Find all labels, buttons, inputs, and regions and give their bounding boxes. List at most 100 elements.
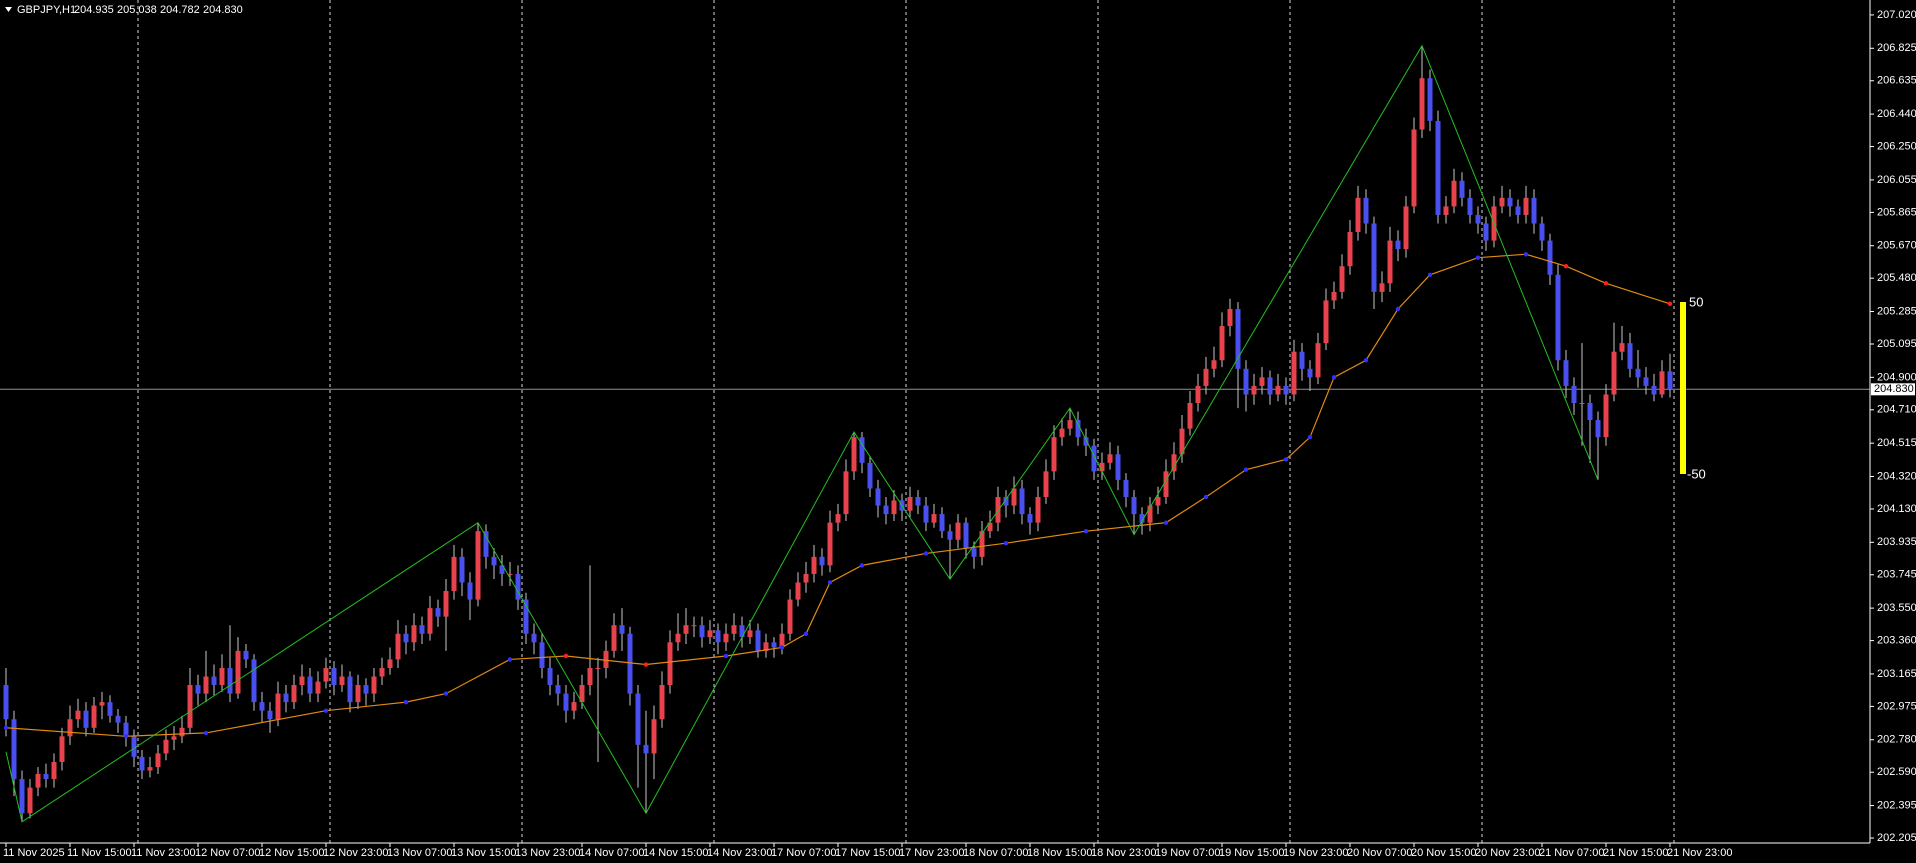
candle-body	[131, 736, 137, 757]
candle-body	[1243, 368, 1249, 395]
candle-body	[891, 500, 897, 515]
ma-dot	[1563, 264, 1569, 269]
candle-body	[1595, 420, 1601, 438]
y-tick-label: 207.020	[1877, 9, 1916, 21]
y-tick-label: 204.515	[1877, 437, 1916, 449]
candle-body	[467, 582, 473, 600]
x-tick-label: 12 Nov 23:00	[323, 847, 388, 859]
y-tick-label: 204.130	[1877, 503, 1916, 515]
ma-dot	[859, 563, 865, 568]
candle-body	[675, 633, 681, 643]
ma-dot	[443, 691, 449, 696]
candle-body	[1347, 232, 1353, 267]
candle-body	[243, 650, 249, 660]
candle-body	[483, 531, 489, 557]
candle-body	[1387, 240, 1393, 284]
candle-body	[979, 531, 985, 557]
candle-body	[539, 642, 545, 668]
candle-body	[531, 633, 537, 643]
candle-body	[475, 531, 481, 600]
candle-body	[611, 625, 617, 651]
candle-body	[347, 676, 353, 703]
candle-body	[1123, 479, 1129, 498]
candle-body	[1651, 385, 1657, 395]
gauge-bar	[1680, 302, 1686, 474]
candle-body	[427, 608, 433, 634]
candle-body	[1603, 394, 1609, 438]
y-tick-label: 205.670	[1877, 240, 1916, 252]
candle-body	[11, 719, 17, 780]
x-tick-label: 21 Nov 15:00	[1603, 847, 1668, 859]
ma-dot	[1331, 375, 1337, 380]
candle-body	[635, 693, 641, 745]
candle-body	[931, 514, 937, 523]
candle-body	[179, 727, 185, 737]
gauge-top-label: 50	[1689, 294, 1703, 309]
x-tick-label: 19 Nov 15:00	[1219, 847, 1284, 859]
candle-body	[1019, 488, 1025, 515]
x-tick-label: 12 Nov 15:00	[259, 847, 324, 859]
candle-body	[59, 736, 65, 762]
candle-body	[651, 719, 657, 754]
candle-body	[1451, 180, 1457, 207]
candle-body	[411, 625, 417, 643]
y-tick-label: 202.395	[1877, 799, 1916, 811]
candle-body	[235, 650, 241, 694]
candle-body	[323, 667, 329, 682]
candle-body	[1267, 377, 1273, 395]
candle-body	[115, 715, 121, 723]
candle-body	[875, 488, 881, 506]
ma-dot	[403, 699, 409, 705]
y-tick-label: 205.480	[1877, 272, 1916, 284]
candle-body	[603, 650, 609, 668]
y-tick-label: 202.590	[1877, 766, 1916, 778]
candle-body	[27, 787, 33, 814]
candle-body	[659, 685, 665, 720]
y-tick-label: 205.865	[1877, 206, 1916, 218]
y-tick-label: 204.710	[1877, 404, 1916, 416]
candle-body	[451, 556, 457, 592]
y-tick-label: 205.095	[1877, 338, 1916, 350]
menu-arrow[interactable]	[5, 7, 12, 12]
candle-body	[803, 573, 809, 583]
candle-body	[1059, 428, 1065, 438]
candle-body	[1107, 454, 1113, 463]
candle-body	[35, 773, 41, 788]
candle-body	[459, 556, 465, 583]
candle-body	[1355, 197, 1361, 233]
header-low: 204.782	[160, 4, 200, 16]
ma-dot	[507, 657, 513, 662]
x-tick-label: 18 Nov 23:00	[1091, 847, 1156, 859]
candle-body	[1195, 385, 1201, 403]
candle-body	[363, 685, 369, 694]
candle-body	[1115, 454, 1121, 480]
ma-dot	[123, 734, 129, 739]
candle-body	[715, 630, 721, 643]
candle-body	[107, 702, 113, 716]
x-tick-label: 20 Nov 07:00	[1347, 847, 1412, 859]
candle-body	[491, 556, 497, 566]
ma-dot	[1003, 540, 1009, 546]
candle-body	[1363, 197, 1369, 224]
candle-body	[1283, 385, 1289, 395]
current-price-box	[1871, 383, 1915, 396]
candle-body	[1307, 368, 1313, 378]
candle-body	[1251, 385, 1257, 395]
candle-body	[1395, 240, 1401, 250]
candle-body	[587, 667, 593, 686]
candle-body	[1075, 420, 1081, 438]
current-price-label: 204.830	[1874, 383, 1914, 395]
candle-body	[819, 556, 825, 566]
candle-body	[515, 573, 521, 600]
header-high: 205.038	[117, 4, 157, 16]
x-tick-label: 17 Nov 23:00	[899, 847, 964, 859]
candle-body	[1555, 274, 1561, 361]
y-tick-label: 206.055	[1877, 174, 1916, 186]
y-tick-label: 204.900	[1877, 371, 1916, 383]
x-tick-label: 13 Nov 15:00	[451, 847, 516, 859]
y-tick-label: 203.165	[1877, 668, 1916, 680]
candle-body	[195, 685, 201, 694]
candle-body	[707, 630, 713, 638]
